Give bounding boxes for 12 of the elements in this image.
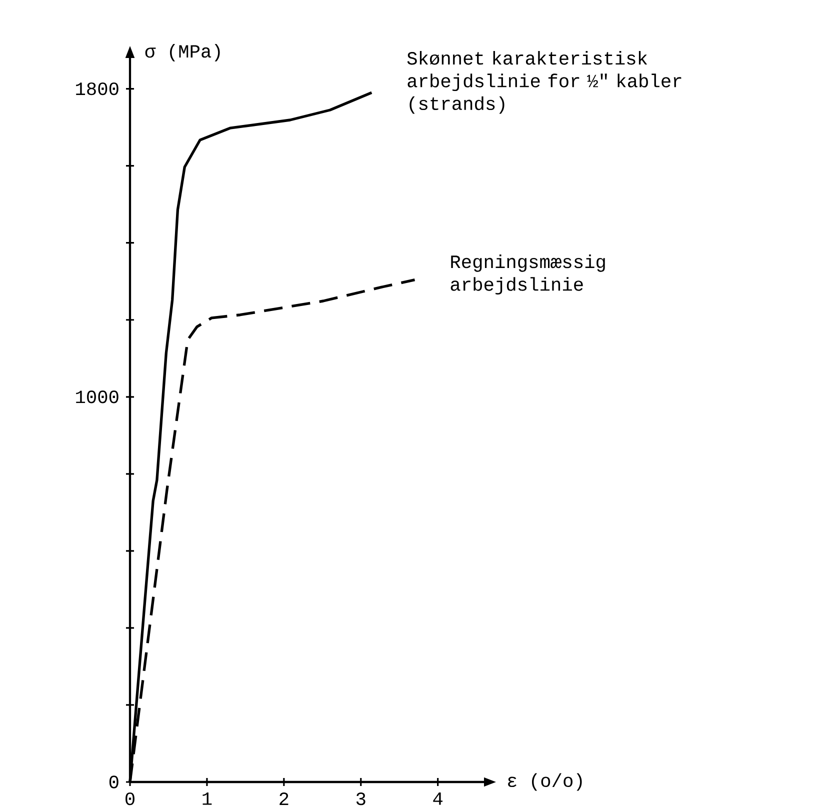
x-tick-label: 0 [126,792,134,806]
y-tick-label: 1800 [76,82,118,96]
x-axis-title: ε (o/o) [508,773,582,791]
x-tick-label: 1 [202,792,212,805]
x-tick-label: 2 [280,792,288,805]
y-tick-label: 0 [109,776,118,788]
y-axis-title: σ (MPa) [145,44,220,62]
x-tick-label: 3 [356,792,366,806]
series-label: Skønnet karakteristisk arbejdslinie for ½" kabler (strands) [407,50,682,114]
x-tick-label: 4 [433,792,442,805]
series-label: Regningsmæssig arbejdslinie [450,254,605,295]
y-tick-label: 1000 [76,390,118,404]
